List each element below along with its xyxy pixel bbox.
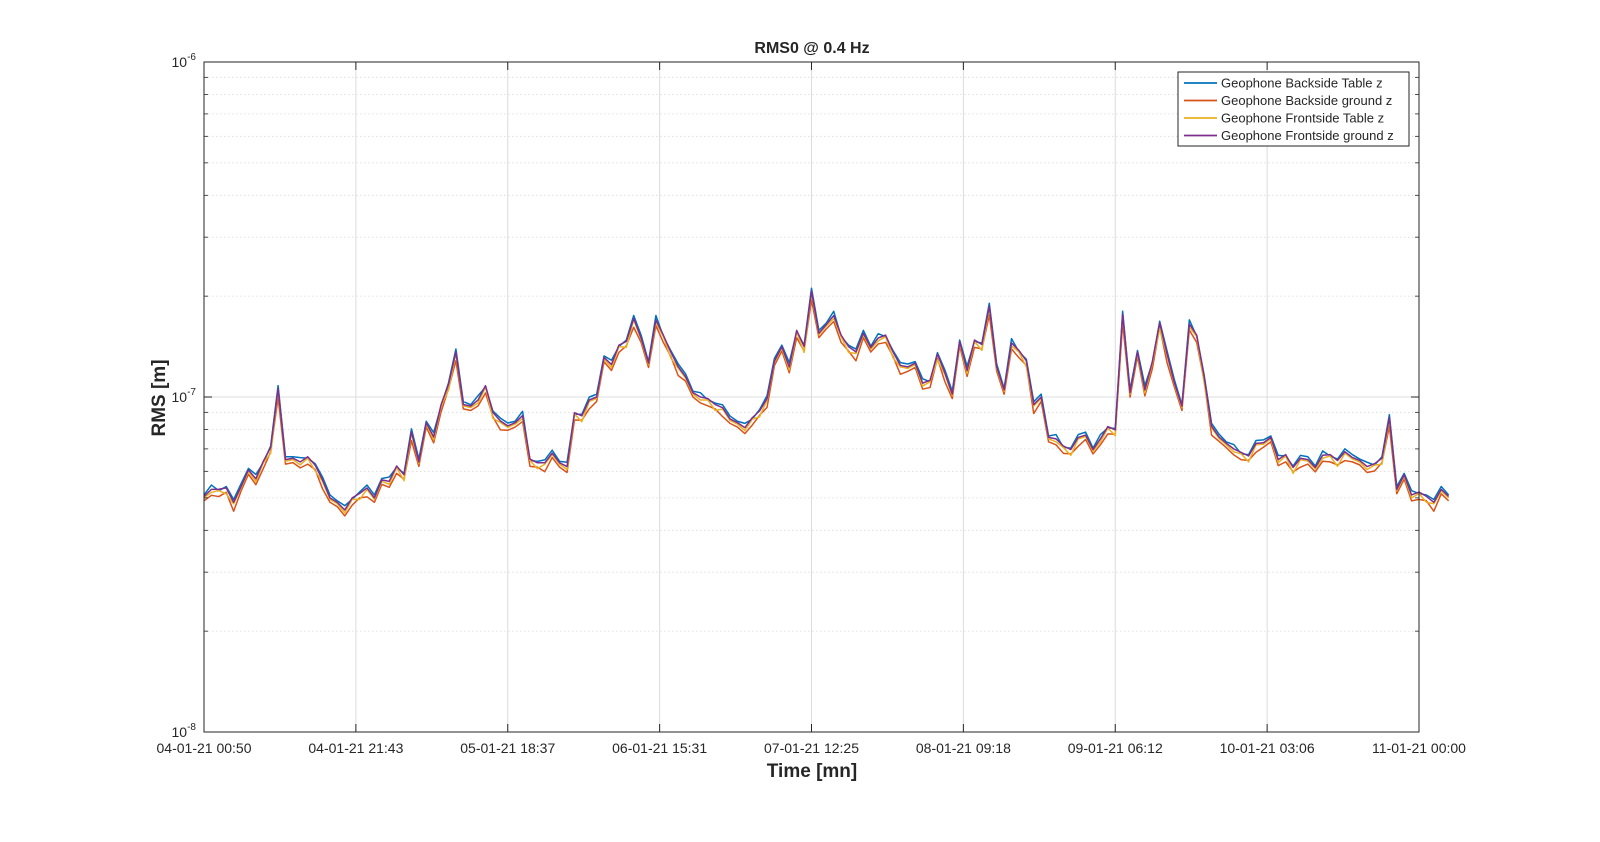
- y-tick-label: 10-8: [172, 722, 197, 740]
- y-axis-label: RMS [m]: [149, 359, 170, 436]
- x-tick-label: 05-01-21 18:37: [460, 740, 555, 756]
- chart-title: RMS0 @ 0.4 Hz: [754, 40, 869, 57]
- y-tick-label: 10-6: [172, 52, 197, 70]
- x-tick-labels: 04-01-21 00:50 04-01-21 21:43 05-01-21 18:…: [157, 740, 1467, 756]
- plot-area: [203, 61, 1450, 733]
- legend-box: [1177, 71, 1410, 147]
- series-line-4: [203, 290, 1450, 511]
- legend-entry: Geophone Backside Table z: [1221, 76, 1383, 91]
- y-tick-labels: 10-8 10-7 10-6: [172, 52, 197, 740]
- x-tick-label: 07-01-21 12:25: [764, 740, 859, 756]
- legend: Geophone Backside Table z Geophone Backsi…: [1177, 71, 1410, 147]
- legend-entry: Geophone Frontside ground z: [1221, 128, 1394, 143]
- legend-entry: Geophone Frontside Table z: [1221, 111, 1384, 126]
- x-tick-label: 11-01-21 00:00: [1372, 740, 1466, 756]
- series-line-2: [203, 299, 1450, 517]
- legend-entry: Geophone Backside ground z: [1221, 93, 1392, 108]
- x-tick-label: 04-01-21 00:50: [157, 740, 252, 756]
- x-tick-label: 08-01-21 09:18: [916, 740, 1011, 756]
- x-axis-label: Time [mn]: [767, 761, 857, 782]
- x-tick-label: 10-01-21 03:06: [1220, 740, 1315, 756]
- series-lines: [203, 287, 1450, 517]
- y-tick-label: 10-7: [172, 387, 197, 405]
- x-tick-label: 09-01-21 06:12: [1068, 740, 1163, 756]
- x-tick-label: 04-01-21 21:43: [308, 740, 403, 756]
- axis-ticks: [203, 61, 1420, 733]
- x-tick-label: 06-01-21 15:31: [612, 740, 707, 756]
